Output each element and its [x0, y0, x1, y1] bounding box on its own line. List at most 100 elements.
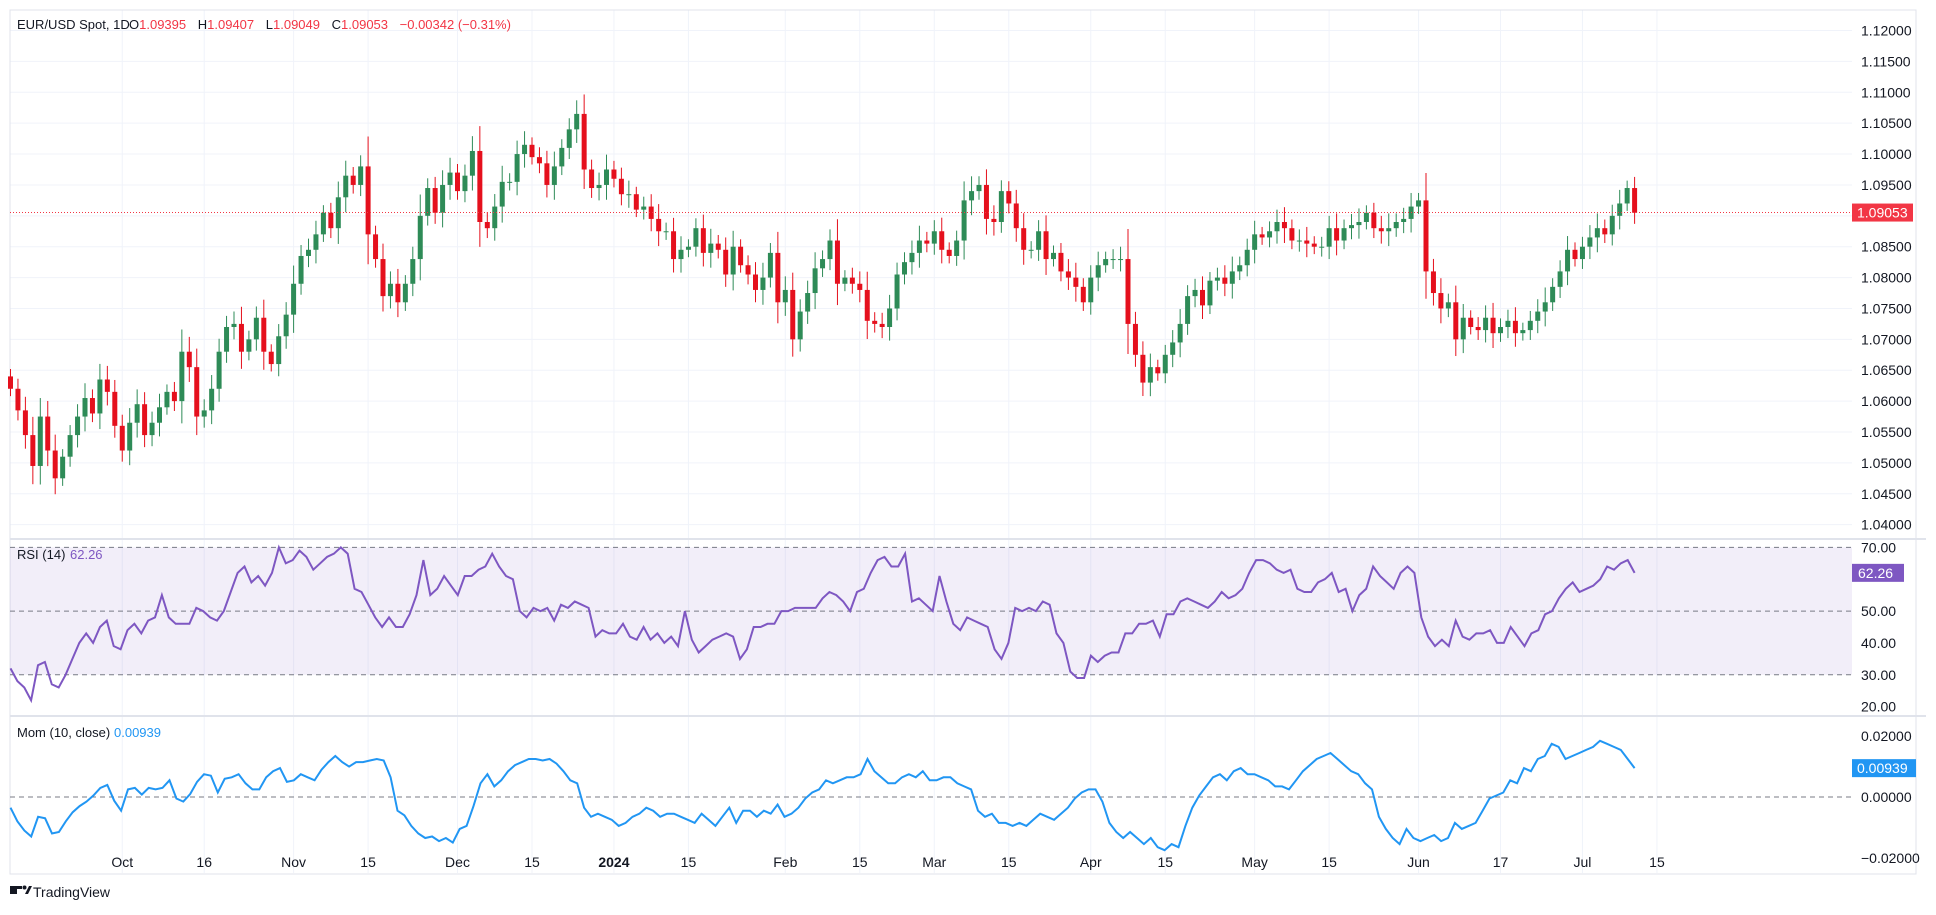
candle-body — [52, 450, 58, 479]
candle-body — [1304, 240, 1310, 244]
time-axis-label: 17 — [1493, 854, 1509, 870]
candle-body — [730, 246, 736, 275]
mom-axis-label: 0.00000 — [1861, 789, 1912, 805]
candle-body — [306, 249, 311, 256]
candle-body — [1095, 265, 1101, 278]
candle-body — [440, 184, 446, 213]
candle-body — [604, 169, 609, 185]
time-axis-label: Dec — [445, 854, 470, 870]
chart-frame — [9, 9, 1917, 875]
candle-body — [1527, 320, 1533, 331]
candle-body — [395, 283, 401, 303]
candle-body — [186, 351, 192, 368]
candle-body — [499, 181, 505, 207]
candle-body — [1617, 203, 1623, 216]
candle-body — [1147, 367, 1153, 383]
candle-body — [738, 246, 744, 266]
candle-body — [1259, 234, 1265, 238]
candle-body — [849, 277, 855, 284]
mom-tag-value: 0.00939 — [1857, 760, 1908, 776]
time-axis-label: 2024 — [598, 854, 629, 870]
candle-body — [283, 314, 289, 337]
candle-body — [1579, 246, 1585, 260]
candle-body — [291, 283, 297, 315]
mom-legend-value: 0.00939 — [114, 725, 161, 740]
candle-body — [618, 178, 624, 195]
candle-body — [656, 218, 662, 232]
candle-body — [1036, 231, 1042, 250]
candle-body — [678, 249, 684, 260]
candle-body — [15, 388, 21, 411]
candle-body — [1006, 191, 1012, 204]
candle-body — [834, 240, 840, 284]
candle-body — [469, 150, 475, 176]
candle-body — [60, 456, 66, 479]
price-axis-label: 1.08000 — [1861, 270, 1912, 286]
candle-body — [715, 243, 721, 250]
candle-body — [1572, 249, 1578, 260]
price-axis-label: 1.05500 — [1861, 424, 1912, 440]
price-axis-label: 1.12000 — [1861, 23, 1912, 39]
candle-body — [916, 240, 922, 253]
time-axis-label: 15 — [1321, 854, 1337, 870]
time-axis-label: Jun — [1407, 854, 1430, 870]
header-symbol: EUR/USD Spot, 1D — [17, 17, 130, 32]
candle-body — [1103, 259, 1109, 266]
candle-body — [1155, 367, 1161, 374]
candle-body — [559, 147, 565, 167]
last-price-value: 1.09053 — [1857, 205, 1908, 221]
candle-body — [745, 265, 751, 275]
price-axis-label: 1.11000 — [1861, 84, 1911, 100]
price-axis-label: 1.05000 — [1861, 455, 1912, 471]
tradingview-logo[interactable]: TradingView — [10, 884, 111, 900]
candle-body — [1356, 222, 1362, 226]
candle-body — [1021, 228, 1027, 250]
candle-body — [119, 425, 125, 451]
candle-body — [820, 259, 826, 269]
price-axis-label: 1.08500 — [1861, 239, 1912, 255]
candle-body — [477, 150, 483, 222]
candle-body — [1110, 259, 1116, 261]
candle-body — [1602, 228, 1608, 235]
candle-body — [1483, 317, 1489, 331]
candle-body — [1192, 289, 1198, 297]
momentum-pane — [9, 739, 1852, 852]
candle-body — [455, 172, 460, 192]
candle-body — [171, 391, 177, 402]
candle-body — [522, 144, 528, 155]
rsi-value-tag — [1852, 563, 1904, 582]
candle-body — [1267, 231, 1273, 238]
candle-body — [1222, 277, 1228, 284]
candle-body — [931, 231, 937, 244]
candle-body — [343, 175, 349, 198]
rsi-axis-label: 20.00 — [1861, 699, 1896, 715]
candle-body — [1326, 228, 1332, 247]
candle-body — [961, 200, 967, 241]
candle-body — [983, 184, 989, 219]
candle-body — [887, 308, 893, 327]
candle-body — [969, 191, 975, 201]
candle-body — [358, 166, 364, 185]
candle-body — [1177, 323, 1183, 343]
candle-body — [991, 218, 997, 222]
candle-body — [663, 231, 669, 233]
candle-body — [209, 388, 215, 411]
pane-separators — [9, 9, 1926, 875]
candle-body — [1363, 212, 1369, 222]
price-axis-label: 1.10500 — [1861, 115, 1912, 131]
candle-body — [1118, 259, 1124, 261]
time-axis-label: Feb — [773, 854, 797, 870]
candle-body — [1557, 271, 1563, 287]
candle-body — [1140, 354, 1146, 383]
candle-body — [89, 398, 95, 414]
candle-body — [1498, 327, 1503, 334]
time-axis-label: 15 — [1157, 854, 1173, 870]
candle-body — [1468, 317, 1474, 327]
candle-body — [1416, 200, 1422, 207]
candle-body — [97, 379, 103, 414]
candle-body — [589, 169, 595, 189]
mom-legend-label: Mom (10, close) — [17, 725, 110, 740]
rsi-legend-label: RSI (14) — [17, 547, 65, 562]
candle-body — [1512, 320, 1518, 334]
candle-body — [484, 222, 490, 229]
